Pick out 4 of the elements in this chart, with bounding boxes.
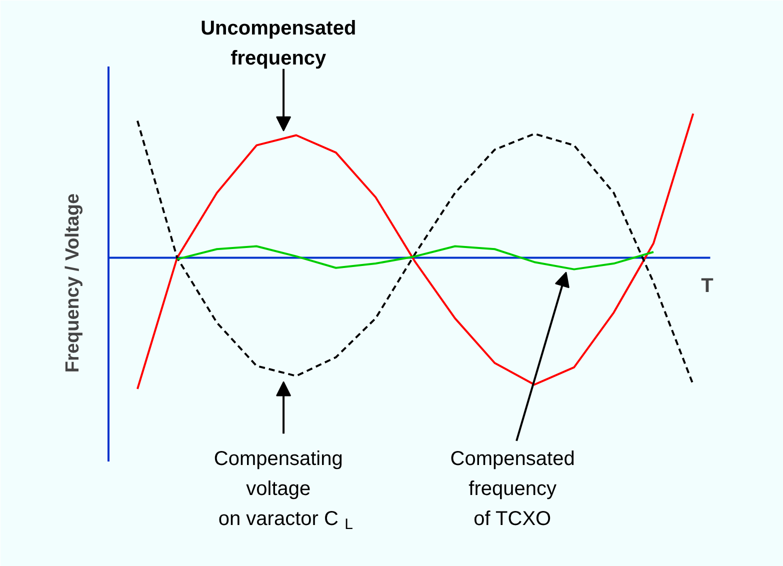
- text: Compensated frequency of TCXO: [450, 448, 575, 530]
- text: Uncompensated frequency: [200, 18, 356, 70]
- x-axis-title: T: [701, 275, 714, 298]
- y-axis-title: Frequency / Voltage: [62, 193, 84, 373]
